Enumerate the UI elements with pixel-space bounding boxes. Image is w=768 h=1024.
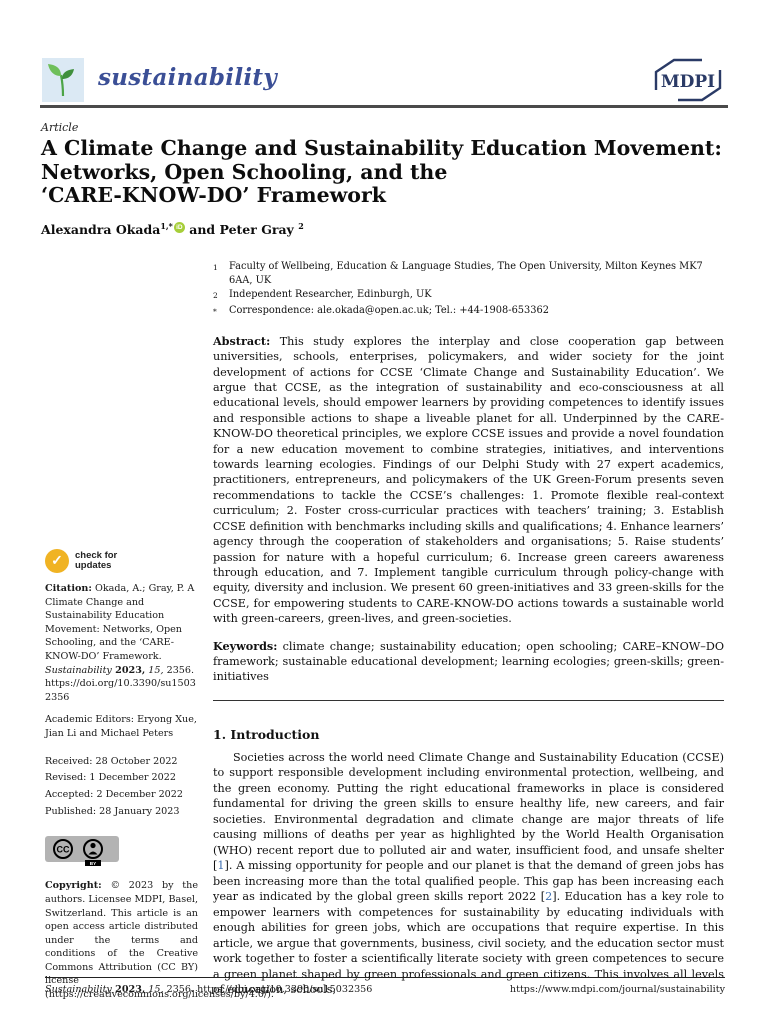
correspondence-text[interactable]: Correspondence: ale.okada@open.ac.uk; Te…	[229, 304, 549, 316]
section-heading-introduction: 1. Introduction	[213, 726, 320, 742]
citation-doi-link[interactable]: https://doi.org/10.3390/su15032356	[45, 678, 196, 703]
author-1-sup: 1,*	[160, 221, 173, 231]
section-divider	[213, 699, 724, 701]
svg-text:MDPI: MDPI	[661, 72, 715, 92]
paper-title: A Climate Change and Sustainability Educ…	[41, 136, 728, 208]
citation-text: Okada, A.; Gray, P. A Climate Change and…	[45, 583, 195, 662]
affiliation-row: 2 Independent Researcher, Edinburgh, UK	[213, 288, 724, 303]
footer-volume: 15,	[145, 984, 164, 995]
affiliation-row: * Correspondence: ale.okada@open.ac.uk; …	[213, 304, 724, 319]
page-footer: Sustainability 2023, 15, 2356. https://d…	[45, 984, 725, 995]
footer-journal-url[interactable]: https://www.mdpi.com/journal/sustainabil…	[509, 984, 725, 995]
page-header: sustainability MDPI	[40, 56, 728, 106]
published-date: Published: 28 January 2023	[45, 805, 180, 817]
header-divider	[40, 105, 728, 108]
footer-journal: Sustainability	[45, 984, 112, 995]
mdpi-logo[interactable]: MDPI	[648, 56, 728, 106]
affiliations: 1 Faculty of Wellbeing, Education & Lang…	[213, 260, 724, 319]
footer-doi-link[interactable]: https://doi.org/10.3390/su15032356	[197, 984, 373, 995]
history-dates: Received: 28 October 2022 Revised: 1 Dec…	[45, 754, 198, 821]
copyright-block: Copyright: © 2023 by the authors. Licens…	[45, 879, 274, 1001]
citation-ref-1[interactable]: 1	[217, 859, 225, 873]
intro-text-2: ]. A missing opportunity for people and …	[213, 859, 724, 904]
check-for-updates-badge[interactable]: ✓ check for updates	[45, 549, 198, 573]
affiliation-marker: 1	[213, 263, 218, 272]
citation-ref-2[interactable]: 2	[545, 890, 553, 904]
article-type-label: Article	[41, 121, 79, 134]
footer-pages: 2356.	[163, 984, 198, 995]
citation-block: Citation: Okada, A.; Gray, P. A Climate …	[45, 582, 198, 704]
check-badge-line1: check for	[75, 549, 118, 561]
author-1-name: Alexandra Okada	[41, 222, 161, 238]
check-icon: ✓	[45, 549, 69, 573]
footer-year: 2023,	[111, 984, 146, 995]
intro-text-1: Societies across the world need Climate …	[213, 750, 724, 873]
affiliation-row: 1 Faculty of Wellbeing, Education & Lang…	[213, 260, 724, 288]
keywords-label: Keywords:	[213, 638, 278, 653]
keywords-text: climate change; sustainability education…	[213, 639, 724, 684]
citation-label: Citation:	[45, 583, 92, 594]
svg-text:CC: CC	[57, 844, 70, 854]
affiliation-text: Independent Researcher, Edinburgh, UK	[229, 289, 432, 301]
affiliation-text: Faculty of Wellbeing, Education & Langua…	[229, 261, 703, 287]
revised-date: Revised: 1 December 2022	[45, 772, 176, 784]
title-line-1: A Climate Change and Sustainability Educ…	[41, 136, 722, 160]
copyright-label: Copyright:	[45, 880, 102, 892]
academic-editors: Academic Editors: Eryong Xue, Jian Li an…	[45, 713, 198, 740]
author-2-name: Peter Gray	[219, 222, 294, 238]
check-badge-line2: updates	[75, 560, 112, 571]
footer-divider	[45, 977, 725, 978]
abstract-label: Abstract:	[213, 333, 271, 348]
cc-by-icon: CC BY	[45, 835, 119, 866]
seedling-icon	[48, 64, 74, 97]
journal-name[interactable]: sustainability	[98, 64, 277, 91]
correspondence-marker: *	[213, 306, 217, 316]
margin-sidebar: ✓ check for updates Citation: Okada, A.;…	[45, 549, 274, 1002]
title-line-3: ‘CARE-KNOW-DO’ Framework	[41, 183, 386, 207]
journal-logo[interactable]	[42, 58, 84, 102]
citation-volume: 15,	[145, 664, 164, 676]
footer-citation: Sustainability 2023, 15, 2356. https://d…	[45, 984, 372, 995]
author-2-sup: 2	[298, 221, 304, 231]
main-column: 1 Faculty of Wellbeing, Education & Lang…	[213, 260, 724, 998]
citation-year: 2023,	[111, 664, 146, 676]
received-date: Received: 28 October 2022	[45, 755, 178, 767]
check-badge-label: check for updates	[75, 549, 118, 572]
authors-line: Alexandra Okada1,* iD and Peter Gray 2	[41, 221, 304, 237]
orcid-icon[interactable]: iD	[173, 222, 185, 233]
keywords: Keywords: climate change; sustainability…	[213, 639, 724, 685]
copyright-text: © 2023 by the authors. Licensee MDPI, Ba…	[45, 880, 274, 1001]
accepted-date: Accepted: 2 December 2022	[45, 789, 183, 801]
citation-pages: 2356.	[163, 664, 195, 676]
mdpi-hexagon-icon: MDPI	[654, 58, 722, 102]
affiliation-marker: 2	[213, 291, 218, 301]
cc-by-license-badge[interactable]: CC BY	[45, 835, 198, 871]
svg-text:BY: BY	[90, 861, 96, 866]
title-line-2: Networks, Open Schooling, and the	[41, 159, 448, 184]
authors-joiner: and	[189, 222, 216, 238]
abstract: Abstract: This study explores the interp…	[213, 334, 724, 627]
editors-names: Eryong Xue, Jian Li and Michael Peters	[45, 714, 197, 739]
editors-label: Academic Editors:	[45, 714, 135, 726]
introduction-paragraph: Societies across the world need Climate …	[213, 750, 724, 998]
citation-journal: Sustainability	[45, 664, 112, 676]
intro-text-3: ]. Education has a key role to empower l…	[213, 890, 724, 997]
abstract-text: This study explores the interplay and cl…	[213, 334, 724, 626]
